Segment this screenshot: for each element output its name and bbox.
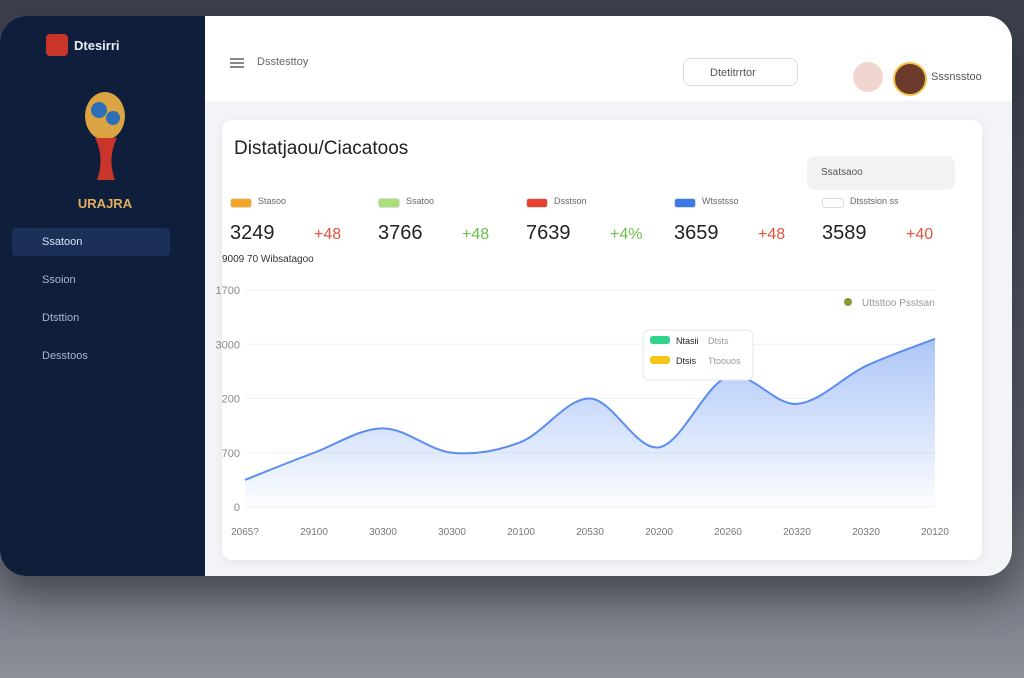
stat-delta: +40 bbox=[906, 226, 934, 243]
x-tick-label: 20120 bbox=[921, 527, 949, 538]
stat-label: Dsstson bbox=[554, 196, 587, 206]
chart-subtitle: 9009 70 Wibsatagoo bbox=[222, 254, 314, 265]
stat-swatch bbox=[526, 198, 548, 208]
stat-value: 3249 bbox=[230, 222, 275, 244]
stat-label: Dtsstsion ss bbox=[850, 196, 899, 206]
stat-card: Stasoo 3249 +48 bbox=[230, 192, 370, 262]
legend-dot bbox=[844, 298, 852, 306]
breadcrumb: Dsstesttoy bbox=[257, 56, 309, 68]
stat-value: 7639 bbox=[526, 222, 571, 244]
stat-label: Stasoo bbox=[258, 196, 287, 206]
panel-title: Distatjaou/Ciacatoos bbox=[234, 138, 409, 159]
y-tick-label: 1700 bbox=[216, 285, 240, 297]
stat-delta: +4% bbox=[610, 226, 643, 243]
tooltip-label: Dtsis bbox=[676, 356, 696, 366]
y-tick-label: 0 bbox=[234, 502, 240, 514]
legend-label: Uttsttoo Psstsan bbox=[862, 298, 935, 309]
brand-icon bbox=[46, 34, 68, 56]
stat-swatch bbox=[822, 198, 844, 208]
trophy-logo bbox=[85, 92, 125, 180]
stat-label: Wtsstsso bbox=[702, 196, 739, 206]
nav-item[interactable]: Ssatoon bbox=[12, 228, 170, 256]
nav-item[interactable]: Dtsttion bbox=[42, 312, 80, 324]
stat-card: Ssatoo 3766 +48 bbox=[378, 192, 518, 262]
stat-delta: +48 bbox=[314, 226, 342, 243]
tooltip-text: Dtsts bbox=[708, 336, 729, 346]
tooltip-text: Ttoouos bbox=[708, 356, 741, 366]
filter-chip[interactable]: Ssatsaoo bbox=[807, 156, 955, 190]
x-tick-label: 20100 bbox=[507, 527, 535, 538]
sidebar: Dtesirri URAJRA Ssatoon Ssoion Dtsttion Des… bbox=[0, 16, 205, 576]
x-tick-label: 20200 bbox=[645, 527, 673, 538]
x-tick-label: 30300 bbox=[369, 527, 397, 538]
stat-card: Wtsstsso 3659 +48 bbox=[674, 192, 814, 262]
y-tick-label: 200 bbox=[222, 394, 240, 406]
x-tick-label: 29100 bbox=[300, 527, 328, 538]
stat-card: Dsstson 7639 +4% bbox=[526, 192, 666, 262]
user-avatar[interactable] bbox=[893, 62, 927, 96]
tooltip-swatch bbox=[650, 356, 670, 364]
notification-avatar[interactable] bbox=[853, 62, 883, 92]
stat-value: 3589 bbox=[822, 222, 867, 244]
stat-card: Dtsstsion ss 3589 +40 bbox=[822, 192, 962, 262]
stat-delta: +48 bbox=[462, 226, 490, 243]
x-tick-label: 2065? bbox=[231, 527, 259, 538]
stat-swatch bbox=[230, 198, 252, 208]
user-name: Sssnsstoo bbox=[931, 71, 982, 83]
y-tick-label: 700 bbox=[222, 448, 240, 460]
stat-swatch bbox=[378, 198, 400, 208]
nav-item[interactable]: Desstoos bbox=[42, 350, 88, 362]
x-tick-label: 20320 bbox=[783, 527, 811, 538]
stat-delta: +48 bbox=[758, 226, 786, 243]
stat-swatch bbox=[674, 198, 696, 208]
tooltip bbox=[642, 329, 754, 381]
stat-value: 3659 bbox=[674, 222, 719, 244]
stat-label: Ssatoo bbox=[406, 196, 435, 206]
area bbox=[245, 338, 935, 507]
tooltip-label: Ntasii bbox=[676, 336, 699, 346]
x-tick-label: 30300 bbox=[438, 527, 466, 538]
line bbox=[244, 337, 936, 481]
top-bar: Dsstesttoy Dtetitrrtor Sssnsstoo bbox=[205, 16, 1012, 101]
nav-item[interactable]: Ssoion bbox=[42, 274, 76, 286]
tooltip-swatch bbox=[650, 336, 670, 344]
x-tick-label: 20260 bbox=[714, 527, 742, 538]
x-tick-label: 20320 bbox=[852, 527, 880, 538]
y-tick-label: 3000 bbox=[216, 339, 240, 351]
menu-icon[interactable] bbox=[230, 58, 244, 60]
x-tick-label: 20530 bbox=[576, 527, 604, 538]
stat-value: 3766 bbox=[378, 222, 423, 244]
search-box[interactable]: Dtetitrrtor bbox=[683, 58, 798, 86]
logo-text: URAJRA bbox=[77, 196, 133, 211]
brand: Dtesirri bbox=[74, 38, 120, 53]
